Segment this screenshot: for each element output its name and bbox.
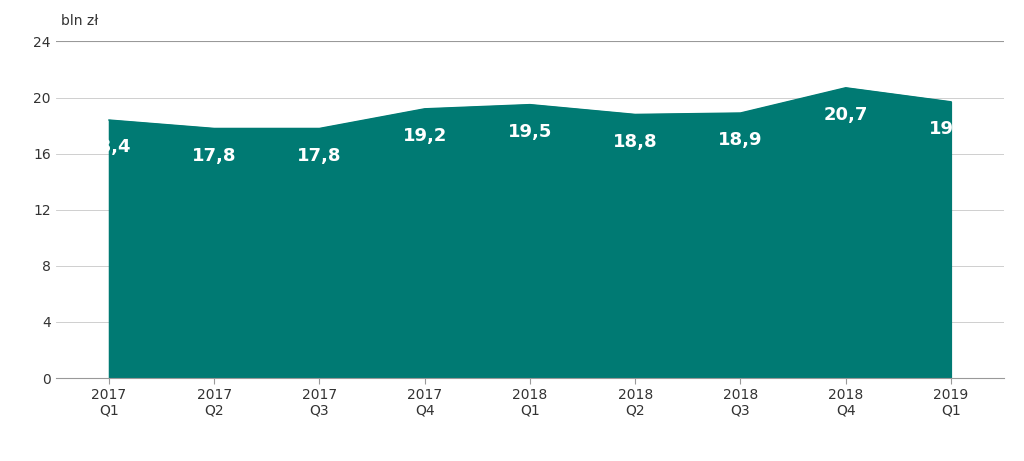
Text: 18,8: 18,8 [612, 133, 657, 151]
Text: 20,7: 20,7 [823, 106, 868, 124]
Text: bln zł: bln zł [61, 14, 98, 28]
Text: 19,2: 19,2 [402, 127, 446, 145]
Text: 17,8: 17,8 [297, 147, 342, 165]
Text: 17,8: 17,8 [191, 147, 237, 165]
Text: 19,7: 19,7 [929, 120, 973, 138]
Text: 18,4: 18,4 [87, 138, 131, 156]
Text: 18,9: 18,9 [718, 131, 763, 149]
Text: 19,5: 19,5 [508, 123, 552, 141]
